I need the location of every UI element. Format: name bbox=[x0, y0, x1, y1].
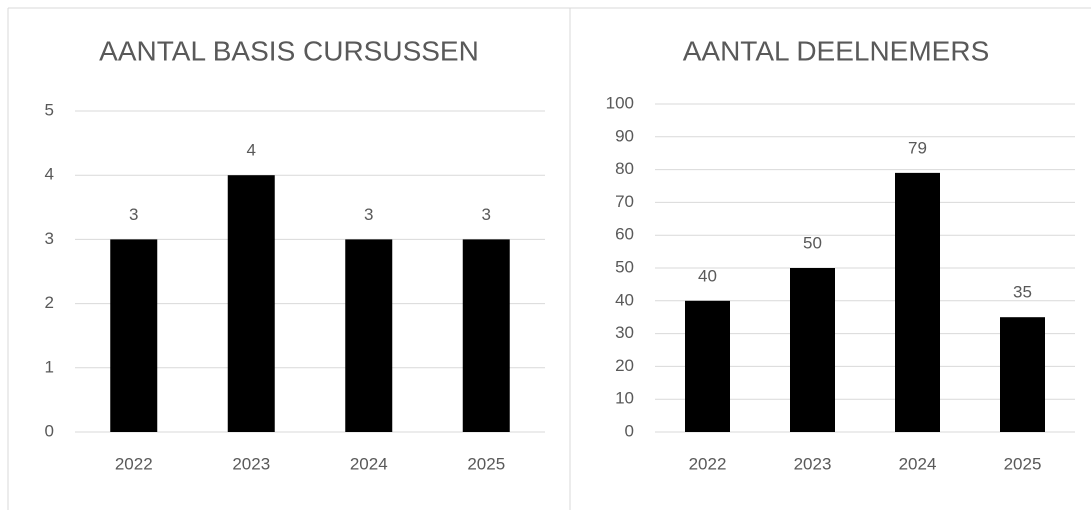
chart-title: AANTAL DEELNEMERS bbox=[683, 35, 990, 66]
x-tick-label: 2023 bbox=[794, 454, 832, 473]
bar bbox=[895, 172, 940, 432]
data-label: 50 bbox=[803, 233, 822, 252]
x-tick-label: 2025 bbox=[1004, 454, 1042, 473]
y-tick-label: 5 bbox=[45, 100, 54, 119]
y-tick-label: 90 bbox=[615, 126, 634, 145]
y-tick-label: 1 bbox=[45, 357, 54, 376]
y-tick-label: 0 bbox=[625, 421, 634, 440]
y-tick-label: 20 bbox=[615, 356, 634, 375]
y-tick-label: 2 bbox=[45, 293, 54, 312]
data-label: 79 bbox=[908, 138, 927, 157]
x-tick-label: 2024 bbox=[899, 454, 937, 473]
y-tick-label: 40 bbox=[615, 290, 634, 309]
y-tick-label: 30 bbox=[615, 323, 634, 342]
chart-title: AANTAL BASIS CURSUSSEN bbox=[99, 35, 479, 66]
bar bbox=[462, 239, 510, 432]
y-tick-label: 80 bbox=[615, 159, 634, 178]
y-tick-label: 0 bbox=[45, 421, 54, 440]
data-label: 3 bbox=[129, 205, 138, 224]
bar bbox=[1000, 317, 1045, 432]
data-label: 3 bbox=[482, 205, 491, 224]
x-tick-label: 2022 bbox=[115, 454, 153, 473]
y-tick-label: 3 bbox=[45, 229, 54, 248]
data-label: 40 bbox=[698, 266, 717, 285]
y-tick-label: 50 bbox=[615, 257, 634, 276]
data-label: 35 bbox=[1013, 283, 1032, 302]
x-tick-label: 2025 bbox=[467, 454, 505, 473]
x-tick-label: 2022 bbox=[689, 454, 727, 473]
y-tick-label: 10 bbox=[615, 389, 634, 408]
y-tick-label: 60 bbox=[615, 225, 634, 244]
data-label: 4 bbox=[247, 141, 256, 160]
bar bbox=[685, 300, 730, 432]
y-tick-label: 100 bbox=[606, 93, 634, 112]
y-tick-label: 4 bbox=[45, 165, 54, 184]
bar bbox=[227, 175, 275, 432]
bar bbox=[790, 268, 835, 432]
data-label: 3 bbox=[364, 205, 373, 224]
bar bbox=[345, 239, 393, 432]
x-tick-label: 2023 bbox=[232, 454, 270, 473]
x-tick-label: 2024 bbox=[350, 454, 388, 473]
y-tick-label: 70 bbox=[615, 192, 634, 211]
bar bbox=[110, 239, 158, 432]
